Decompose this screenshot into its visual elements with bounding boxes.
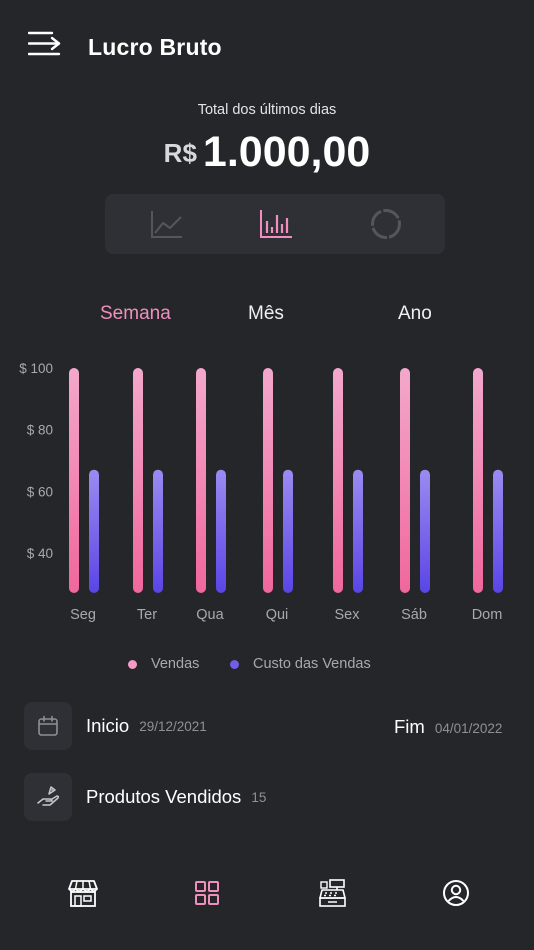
y-tick-label: $ 80	[27, 423, 53, 438]
calendar-icon	[38, 715, 58, 736]
amount-value: 1.000,00	[202, 128, 371, 176]
x-tick-label: Dom	[472, 607, 503, 623]
products-label: Produtos Vendidos	[86, 786, 242, 807]
x-tick-label: Sex	[335, 607, 361, 623]
nav-profile[interactable]	[440, 877, 472, 909]
legend-item-vendas: Vendas	[128, 656, 199, 672]
tab-semana[interactable]: Semana	[100, 303, 171, 324]
y-tick-label: $ 40	[27, 546, 53, 561]
products-count: 15	[251, 789, 267, 805]
x-tick-label: Sáb	[401, 607, 427, 623]
bar-vendas	[473, 368, 483, 593]
tab-ano[interactable]: Ano	[398, 303, 432, 324]
donut-chart-icon	[371, 209, 401, 239]
nav-dashboard[interactable]	[191, 877, 223, 909]
x-tick-label: Qua	[196, 607, 224, 623]
end-label: Fim	[394, 716, 425, 737]
bar-custo	[420, 469, 430, 593]
end-date-row[interactable]: Fim 04/01/2022	[394, 716, 502, 738]
bar-vendas	[400, 368, 410, 593]
bar-custo	[493, 469, 503, 593]
currency-symbol: R$	[163, 138, 197, 168]
total-amount: R$ 1.000,00	[0, 128, 534, 177]
bar-custo	[283, 469, 293, 593]
menu-icon[interactable]	[27, 30, 62, 60]
bar-chart: $ 100 $ 80 $ 60 $ 40 Seg Ter Qua Qui Sex Sáb Dom	[19, 361, 503, 623]
calendar-button[interactable]	[24, 702, 72, 750]
bar-chart-icon	[260, 210, 292, 238]
bar-custo	[216, 469, 226, 593]
money-hand-icon	[37, 786, 60, 806]
bar-vendas	[263, 368, 273, 593]
line-chart-icon	[151, 211, 182, 238]
bar-custo	[353, 469, 363, 593]
profile-icon	[443, 880, 469, 906]
bar-chart-button[interactable]	[256, 204, 296, 244]
bar-custo	[89, 469, 99, 593]
legend-dot-vendas	[128, 659, 137, 669]
tab-mes[interactable]: Mês	[248, 303, 284, 324]
start-date-row[interactable]: Inicio 29/12/2021	[24, 702, 207, 750]
store-icon	[68, 880, 98, 907]
bottom-nav	[0, 873, 534, 915]
x-tick-label: Qui	[266, 607, 289, 623]
y-tick-label: $ 60	[27, 484, 53, 499]
cash-register-icon	[319, 879, 346, 907]
y-tick-label: $ 100	[19, 361, 53, 376]
x-tick-label: Ter	[137, 607, 157, 623]
end-date: 04/01/2022	[434, 721, 503, 736]
bar-vendas	[69, 368, 79, 593]
nav-store[interactable]	[67, 877, 99, 909]
donut-chart-button[interactable]	[366, 204, 406, 244]
page-title: Lucro Bruto	[88, 34, 222, 60]
line-chart-button[interactable]	[147, 204, 187, 244]
start-label: Inicio	[86, 715, 130, 736]
legend-label-custo: Custo das Vendas	[253, 656, 371, 672]
start-date: 29/12/2021	[139, 718, 207, 734]
products-button[interactable]	[24, 773, 72, 821]
bar-vendas	[133, 368, 143, 593]
bar-custo	[153, 469, 163, 593]
chart-type-switcher	[105, 194, 445, 254]
legend-dot-custo	[230, 659, 239, 669]
legend-label-vendas: Vendas	[151, 656, 200, 672]
bar-vendas	[196, 368, 206, 593]
x-tick-label: Seg	[70, 607, 96, 623]
nav-cash-register[interactable]	[316, 877, 348, 909]
products-row[interactable]: Produtos Vendidos 15	[24, 773, 266, 821]
legend-item-custo: Custo das Vendas	[230, 656, 371, 672]
bar-vendas	[333, 368, 343, 593]
dashboard-icon	[195, 881, 219, 905]
total-label: Total dos últimos dias	[197, 102, 337, 118]
